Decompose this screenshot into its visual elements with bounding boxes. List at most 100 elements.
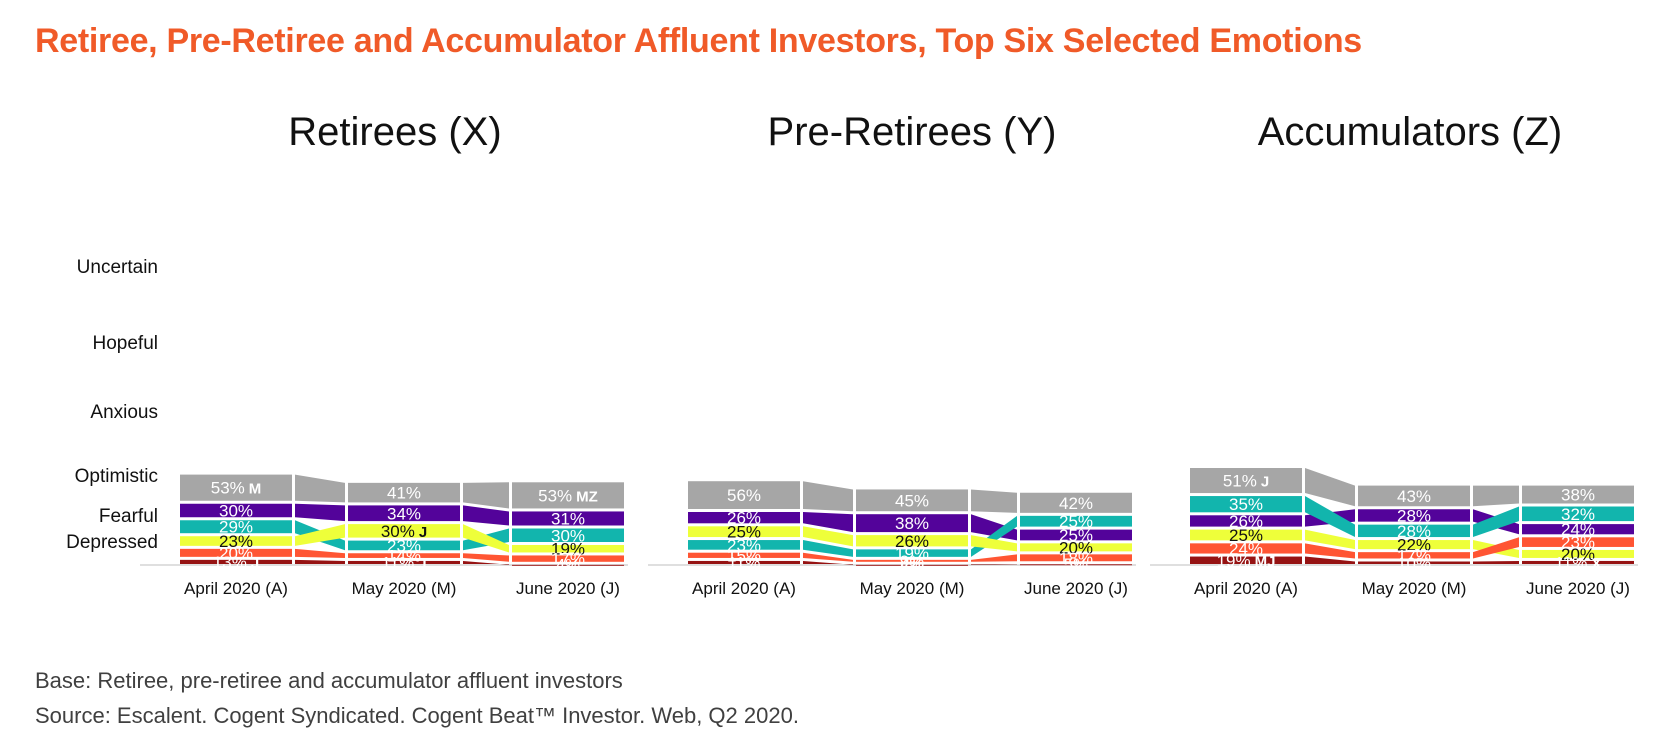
bar-segment-uncertain[interactable]	[688, 481, 800, 509]
bar-segment-fearful[interactable]	[1190, 543, 1302, 554]
ribbon-uncertain	[1305, 468, 1355, 507]
ribbon-depressed	[803, 560, 853, 565]
data-label-depressed: 13% J	[213, 553, 259, 572]
bar-segment-depressed[interactable]	[856, 564, 968, 566]
bar-segment-hopeful[interactable]	[1020, 529, 1132, 541]
bar-segment-fearful[interactable]	[688, 552, 800, 558]
data-label-depressed: 4%	[900, 555, 925, 574]
data-label-optimistic: 25%	[727, 523, 761, 542]
bar-segment-uncertain[interactable]	[1020, 492, 1132, 513]
bar-segment-fearful[interactable]	[512, 555, 624, 562]
data-label-depressed: 5%	[1064, 555, 1089, 574]
category-label: June 2020 (J)	[1024, 579, 1128, 598]
bar-segment-hopeful[interactable]	[688, 512, 800, 524]
data-label-anxious: 23%	[387, 536, 421, 555]
bar-segment-uncertain[interactable]	[348, 482, 460, 503]
bar-segment-hopeful[interactable]	[1358, 509, 1470, 522]
data-label-depressed: 4%	[556, 555, 581, 574]
bar-segment-anxious[interactable]	[856, 549, 968, 557]
panel-title-retirees-x: Retirees (X)	[288, 110, 501, 154]
bar-segment-fearful[interactable]	[856, 559, 968, 562]
data-label-fearful: 9%	[900, 552, 925, 571]
bar-segment-hopeful[interactable]	[512, 511, 624, 526]
bar-segment-hopeful[interactable]	[180, 503, 292, 518]
ribbon-depressed	[1305, 556, 1355, 564]
ribbon-optimistic	[803, 526, 853, 547]
data-label-fearful: 18%	[1059, 549, 1093, 568]
bar-segment-optimistic[interactable]	[856, 535, 968, 547]
bar-segment-optimistic[interactable]	[1522, 549, 1634, 558]
data-label-uncertain: 42%	[1059, 494, 1093, 513]
bar-segment-optimistic[interactable]	[688, 526, 800, 538]
ribbon-fearful	[1305, 543, 1355, 559]
data-label-anxious: 19%	[895, 544, 929, 563]
bar-segment-optimistic[interactable]	[1190, 529, 1302, 541]
bar-segment-depressed[interactable]	[688, 560, 800, 564]
bar-segment-uncertain[interactable]	[512, 482, 624, 509]
data-label-hopeful: 31%	[551, 509, 585, 528]
data-label-depressed: 11% X	[1555, 553, 1602, 572]
category-label: May 2020 (M)	[1362, 579, 1467, 598]
bar-segment-anxious[interactable]	[688, 540, 800, 550]
bar-segment-hopeful[interactable]	[1522, 524, 1634, 535]
bar-segment-anxious[interactable]	[1190, 496, 1302, 513]
data-label-depressed: 19% MJ	[1217, 551, 1276, 570]
ribbon-fearful	[971, 554, 1017, 562]
category-label: May 2020 (M)	[860, 579, 965, 598]
bar-segment-hopeful[interactable]	[1190, 515, 1302, 527]
bar-segment-anxious[interactable]	[512, 528, 624, 543]
data-label-optimistic: 20%	[1059, 538, 1093, 557]
bar-segment-anxious[interactable]	[180, 520, 292, 534]
bar-segment-fearful[interactable]	[348, 553, 460, 558]
ribbon-uncertain	[463, 482, 509, 509]
bar-segment-anxious[interactable]	[1522, 506, 1634, 522]
bar-segment-fearful[interactable]	[1522, 537, 1634, 547]
data-label-anxious: 32%	[1561, 505, 1595, 524]
data-label-uncertain: 41%	[387, 484, 421, 503]
bar-segment-depressed[interactable]	[348, 560, 460, 564]
bar-segment-depressed[interactable]	[1358, 561, 1470, 565]
data-label-optimistic: 26%	[895, 532, 929, 551]
bar-segment-optimistic[interactable]	[348, 524, 460, 538]
data-label-anxious: 29%	[219, 518, 253, 537]
bar-layer	[140, 468, 1638, 566]
bar-segment-depressed[interactable]	[1522, 560, 1634, 564]
bar-segment-depressed[interactable]	[1020, 564, 1132, 566]
bar-segment-optimistic[interactable]	[1020, 543, 1132, 552]
bar-segment-depressed[interactable]	[1190, 556, 1302, 564]
ribbon-fearful	[1473, 537, 1519, 559]
bar-segment-optimistic[interactable]	[180, 536, 292, 546]
bar-segment-anxious[interactable]	[1358, 524, 1470, 538]
data-label-hopeful: 30%	[219, 502, 253, 521]
bar-segment-uncertain[interactable]	[180, 474, 292, 501]
bar-segment-depressed[interactable]	[180, 559, 292, 564]
ribbon-uncertain	[1473, 485, 1519, 507]
data-label-uncertain: 51% J	[1223, 472, 1269, 491]
ribbon-layer	[295, 468, 1519, 565]
bar-segment-hopeful[interactable]	[856, 514, 968, 533]
ribbon-anxious	[1305, 496, 1355, 538]
ribbon-depressed	[1473, 560, 1519, 564]
bar-segment-hopeful[interactable]	[348, 505, 460, 522]
row-label-depressed: Depressed	[66, 532, 158, 553]
data-label-fearful: 20%	[219, 544, 253, 563]
bar-segment-optimistic[interactable]	[512, 545, 624, 553]
category-label: April 2020 (A)	[692, 579, 796, 598]
bar-segment-uncertain[interactable]	[1358, 485, 1470, 507]
bar-segment-uncertain[interactable]	[1522, 485, 1634, 504]
bar-segment-anxious[interactable]	[348, 540, 460, 551]
data-label-optimistic: 23%	[219, 532, 253, 551]
bar-segment-fearful[interactable]	[180, 548, 292, 557]
bar-segment-fearful[interactable]	[1020, 554, 1132, 562]
ribbon-depressed	[295, 559, 345, 564]
row-label-fearful: Fearful	[99, 506, 158, 527]
bar-segment-fearful[interactable]	[1358, 552, 1470, 559]
ribbon-uncertain	[803, 481, 853, 512]
bar-segment-optimistic[interactable]	[1358, 540, 1470, 550]
bar-segment-uncertain[interactable]	[1190, 468, 1302, 494]
bar-segment-uncertain[interactable]	[856, 489, 968, 512]
data-label-anxious: 23%	[727, 536, 761, 555]
row-label-uncertain: Uncertain	[77, 257, 158, 278]
bar-segment-depressed[interactable]	[512, 564, 624, 566]
bar-segment-anxious[interactable]	[1020, 515, 1132, 527]
